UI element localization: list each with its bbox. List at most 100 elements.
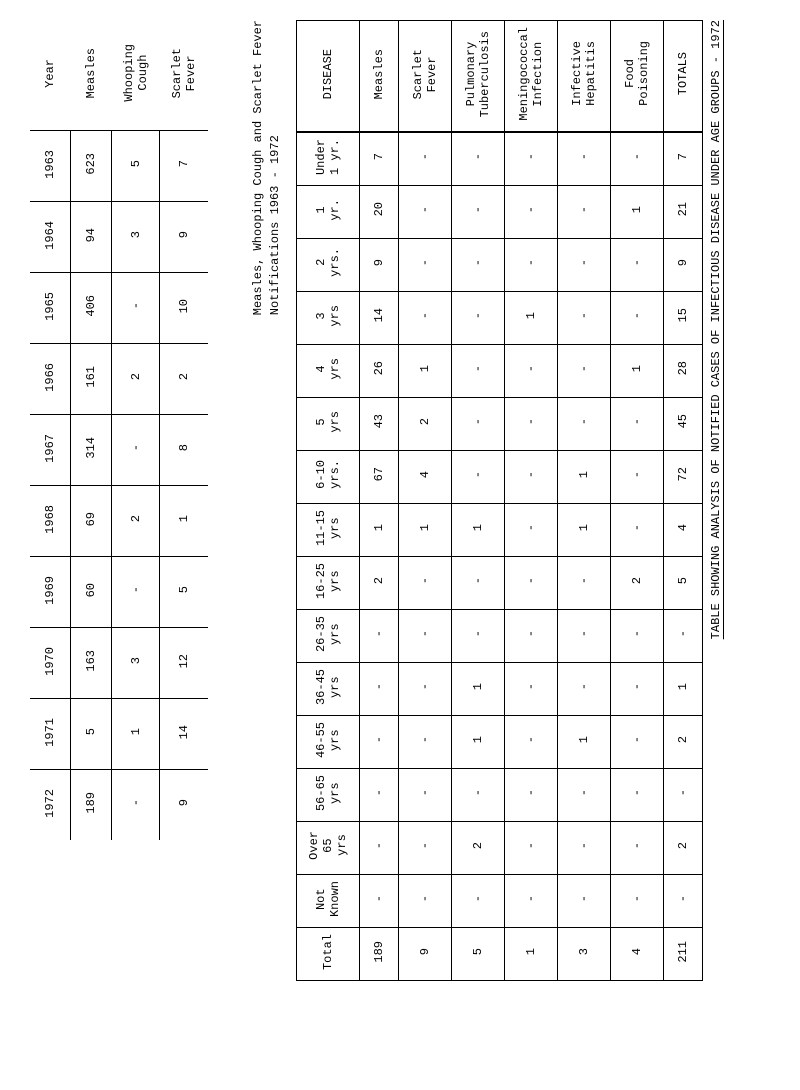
disease-col-6: TOTALS <box>663 21 702 132</box>
left-cell: 1 <box>160 486 208 557</box>
data-cell: - <box>557 821 610 874</box>
disease-age-table: DISEASEMeaslesScarlet FeverPulmonary Tub… <box>296 20 703 981</box>
left-cell: 9 <box>160 202 208 273</box>
data-cell: - <box>504 132 557 186</box>
data-cell: 1 <box>610 344 663 397</box>
left-cell: 2 <box>160 344 208 415</box>
left-cell: 5 <box>160 557 208 628</box>
data-cell: - <box>557 238 610 291</box>
data-cell: - <box>451 344 504 397</box>
data-cell: - <box>557 556 610 609</box>
age-group-14: Not Known <box>296 874 359 927</box>
data-cell: 5 <box>451 927 504 980</box>
data-cell: - <box>504 874 557 927</box>
data-cell: 2 <box>398 397 451 450</box>
data-cell: - <box>610 821 663 874</box>
left-cell: 1968 <box>30 486 71 557</box>
age-group-6: 6-10 yrs. <box>296 450 359 503</box>
data-cell: - <box>359 874 398 927</box>
left-cell: 1969 <box>30 557 71 628</box>
data-cell: - <box>610 609 663 662</box>
disease-col-4: Infective Hepatitis <box>557 21 610 132</box>
left-cell: 12 <box>160 628 208 699</box>
left-cell: 1963 <box>30 131 71 202</box>
data-cell: - <box>504 768 557 821</box>
disease-col-2: Pulmonary Tuberculosis <box>451 21 504 132</box>
data-cell: - <box>557 874 610 927</box>
left-cell: 1966 <box>30 344 71 415</box>
age-group-11: 46-55 yrs <box>296 715 359 768</box>
data-cell: 26 <box>359 344 398 397</box>
left-header-1: Measles <box>71 20 112 131</box>
data-cell: 1 <box>398 503 451 556</box>
left-cell: 10 <box>160 273 208 344</box>
data-cell: - <box>504 662 557 715</box>
data-cell: - <box>398 291 451 344</box>
age-group-15: Total <box>296 927 359 980</box>
data-cell: - <box>610 874 663 927</box>
data-cell: 1 <box>504 927 557 980</box>
data-cell: 9 <box>663 238 702 291</box>
data-cell: 1 <box>398 344 451 397</box>
age-group-0: Under 1 yr. <box>296 132 359 186</box>
age-group-9: 26-35 yrs <box>296 609 359 662</box>
left-cell: - <box>112 415 160 486</box>
data-cell: 2 <box>359 556 398 609</box>
age-group-2: 2 yrs. <box>296 238 359 291</box>
data-cell: 20 <box>359 185 398 238</box>
left-cell: 94 <box>71 202 112 273</box>
left-cell: 7 <box>160 131 208 202</box>
left-cell: 161 <box>71 344 112 415</box>
data-cell: 9 <box>359 238 398 291</box>
age-group-12: 56-65 yrs <box>296 768 359 821</box>
data-cell: 1 <box>451 662 504 715</box>
data-cell: - <box>451 238 504 291</box>
data-cell: - <box>398 609 451 662</box>
data-cell: - <box>610 132 663 186</box>
data-cell: 1 <box>557 503 610 556</box>
age-group-7: 11-15 yrs <box>296 503 359 556</box>
age-group-5: 5 yrs <box>296 397 359 450</box>
left-cell: 8 <box>160 415 208 486</box>
data-cell: - <box>504 715 557 768</box>
data-cell: 21 <box>663 185 702 238</box>
data-cell: 1 <box>359 503 398 556</box>
data-cell: 72 <box>663 450 702 503</box>
left-header-3: Scarlet Fever <box>160 20 208 131</box>
data-cell: - <box>398 132 451 186</box>
data-cell: - <box>451 185 504 238</box>
notifications-table: YearMeaslesWhooping CoughScarlet Fever 1… <box>30 20 208 840</box>
left-cell: 189 <box>71 770 112 841</box>
subtitle: Measles, Whooping Cough and Scarlet Feve… <box>250 20 284 315</box>
data-cell: - <box>557 662 610 715</box>
data-cell: - <box>610 291 663 344</box>
data-cell: 1 <box>557 450 610 503</box>
data-cell: - <box>359 768 398 821</box>
left-cell: 3 <box>112 202 160 273</box>
left-column: YearMeaslesWhooping CoughScarlet Fever 1… <box>30 20 220 840</box>
disease-col-5: Food Poisoning <box>610 21 663 132</box>
left-cell: 163 <box>71 628 112 699</box>
data-cell: 14 <box>359 291 398 344</box>
data-cell: - <box>359 821 398 874</box>
data-cell: - <box>610 450 663 503</box>
data-cell: - <box>398 556 451 609</box>
left-cell: - <box>112 273 160 344</box>
data-cell: - <box>610 662 663 715</box>
data-cell: - <box>557 132 610 186</box>
data-cell: - <box>557 344 610 397</box>
data-cell: 1 <box>451 503 504 556</box>
data-cell: 4 <box>398 450 451 503</box>
data-cell: - <box>663 768 702 821</box>
data-cell: 7 <box>663 132 702 186</box>
data-cell: - <box>451 450 504 503</box>
data-cell: - <box>504 821 557 874</box>
age-group-13: Over 65 yrs <box>296 821 359 874</box>
data-cell: - <box>610 503 663 556</box>
left-cell: 1965 <box>30 273 71 344</box>
data-cell: 2 <box>663 821 702 874</box>
page-title: TABLE SHOWING ANALYSIS OF NOTIFIED CASES… <box>709 20 723 639</box>
data-cell: 43 <box>359 397 398 450</box>
left-cell: - <box>112 770 160 841</box>
left-cell: 1971 <box>30 699 71 770</box>
